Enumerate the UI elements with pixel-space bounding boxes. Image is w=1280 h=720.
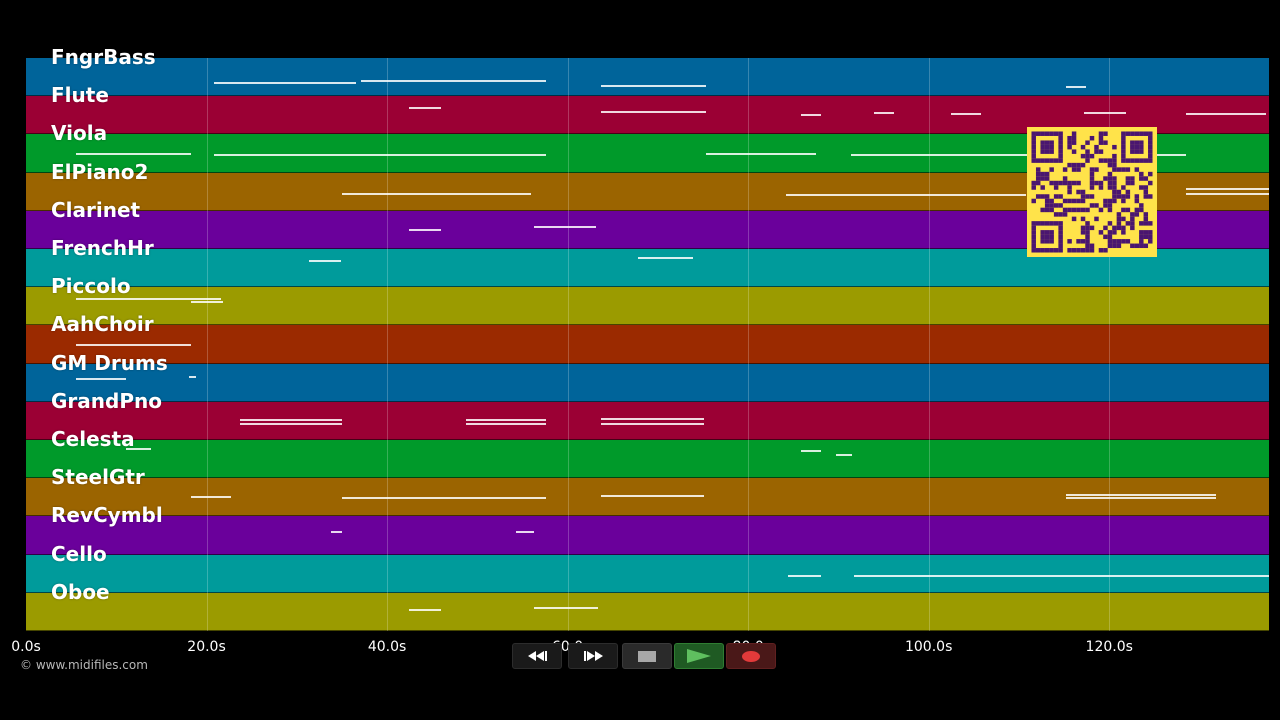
play-button[interactable] bbox=[674, 643, 724, 669]
transport-controls bbox=[510, 643, 776, 669]
note-mark bbox=[1186, 192, 1269, 195]
stop-button[interactable] bbox=[622, 643, 672, 669]
rewind-icon bbox=[527, 651, 547, 661]
note-mark bbox=[601, 495, 704, 498]
note-mark bbox=[240, 422, 342, 425]
note-mark bbox=[534, 606, 598, 609]
note-mark bbox=[342, 192, 531, 195]
track-label: Flute bbox=[51, 83, 109, 108]
track-lane[interactable] bbox=[26, 516, 1269, 555]
track-label: ElPiano2 bbox=[51, 159, 149, 184]
track-lane[interactable] bbox=[26, 592, 1269, 631]
note-mark bbox=[76, 344, 191, 347]
note-mark bbox=[706, 153, 816, 156]
record-button[interactable] bbox=[726, 643, 776, 669]
stop-icon bbox=[638, 650, 656, 662]
time-gridline bbox=[1109, 58, 1111, 631]
track-lane[interactable] bbox=[26, 554, 1269, 593]
time-gridline bbox=[928, 58, 930, 631]
rewind-button[interactable] bbox=[512, 643, 562, 669]
note-mark bbox=[191, 301, 223, 304]
track-label: Viola bbox=[51, 121, 108, 146]
note-mark bbox=[788, 574, 821, 577]
note-mark bbox=[516, 531, 534, 534]
note-mark bbox=[309, 260, 341, 262]
note-mark bbox=[466, 418, 546, 421]
track-label: FrenchHr bbox=[51, 236, 154, 260]
track-label: SteelGtr bbox=[51, 465, 145, 490]
track-label: Piccolo bbox=[51, 274, 131, 299]
note-mark bbox=[534, 225, 596, 228]
note-mark bbox=[601, 422, 704, 425]
note-mark bbox=[409, 608, 441, 611]
track-label: Oboe bbox=[51, 579, 110, 604]
note-mark bbox=[1186, 113, 1266, 116]
note-mark bbox=[76, 377, 126, 380]
note-mark bbox=[1066, 497, 1216, 500]
track-label: AahChoir bbox=[51, 312, 154, 337]
note-mark bbox=[191, 496, 231, 499]
fast-forward-icon bbox=[583, 651, 603, 661]
note-mark bbox=[1066, 86, 1086, 88]
play-icon bbox=[687, 649, 711, 663]
track-label: FngrBass bbox=[51, 45, 156, 69]
note-mark bbox=[189, 375, 196, 378]
note-mark bbox=[361, 80, 546, 82]
time-gridline bbox=[567, 58, 569, 631]
time-gridline bbox=[206, 58, 208, 631]
track-lane[interactable] bbox=[26, 440, 1269, 479]
copyright-text: © www.midifiles.com bbox=[20, 658, 148, 672]
note-mark bbox=[851, 154, 1186, 157]
track-label: GrandPno bbox=[51, 388, 162, 413]
note-mark bbox=[836, 454, 852, 456]
note-mark bbox=[240, 418, 342, 421]
note-mark bbox=[214, 154, 546, 157]
note-mark bbox=[76, 153, 191, 156]
note-mark bbox=[874, 112, 894, 115]
track-label: Celesta bbox=[51, 427, 135, 451]
note-mark bbox=[951, 113, 981, 116]
note-mark bbox=[854, 574, 1269, 577]
track-label: RevCymbl bbox=[51, 503, 163, 528]
time-gridline bbox=[387, 58, 389, 631]
note-mark bbox=[76, 298, 221, 301]
qr-code-image bbox=[1027, 127, 1157, 257]
track-lane[interactable] bbox=[26, 478, 1269, 517]
note-mark bbox=[342, 497, 546, 500]
track-lane[interactable] bbox=[26, 287, 1269, 326]
track-lane[interactable] bbox=[26, 58, 1269, 97]
record-icon bbox=[742, 650, 760, 662]
track-label: GM Drums bbox=[51, 350, 168, 375]
note-mark bbox=[466, 422, 546, 425]
time-tick-label: 0.0s bbox=[11, 639, 41, 655]
note-mark bbox=[601, 85, 706, 87]
note-mark bbox=[601, 417, 704, 420]
time-tick-label: 120.0s bbox=[1085, 639, 1133, 655]
time-gridline bbox=[748, 58, 750, 631]
note-mark bbox=[409, 228, 441, 231]
track-label: Clarinet bbox=[51, 197, 141, 222]
track-lane[interactable] bbox=[26, 325, 1269, 364]
note-mark bbox=[1066, 494, 1216, 497]
note-mark bbox=[601, 111, 706, 114]
note-mark bbox=[638, 257, 693, 259]
track-lane[interactable] bbox=[26, 401, 1269, 440]
note-mark bbox=[1084, 112, 1126, 115]
note-mark bbox=[801, 450, 821, 452]
note-mark bbox=[214, 82, 356, 84]
note-mark bbox=[1186, 187, 1269, 190]
note-mark bbox=[409, 107, 441, 110]
time-tick-label: 20.0s bbox=[187, 639, 226, 655]
track-label: Cello bbox=[51, 541, 107, 566]
track-lane[interactable] bbox=[26, 363, 1269, 402]
note-mark bbox=[331, 531, 342, 534]
time-tick-label: 40.0s bbox=[367, 639, 407, 655]
note-mark bbox=[786, 193, 1026, 196]
note-mark bbox=[801, 114, 821, 117]
note-mark bbox=[126, 448, 151, 450]
time-tick-label: 100.0s bbox=[904, 639, 953, 655]
fast-forward-button[interactable] bbox=[568, 643, 618, 669]
